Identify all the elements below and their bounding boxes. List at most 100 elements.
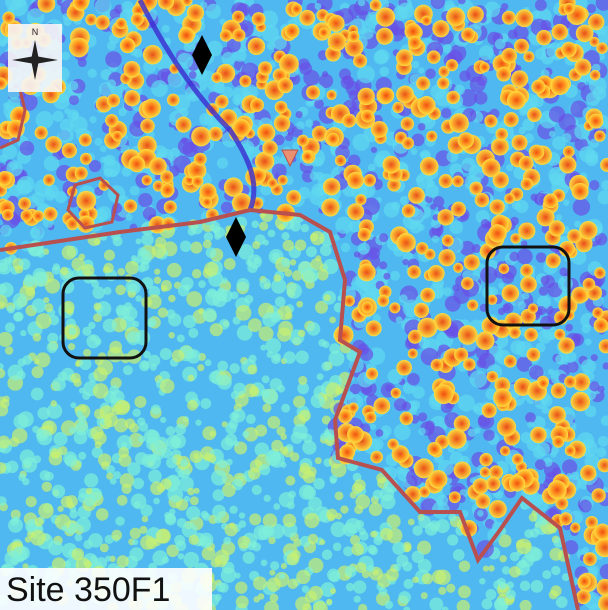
tree-crown — [187, 4, 204, 21]
tree-crown — [252, 12, 266, 26]
tree-crown — [419, 486, 430, 497]
understory — [441, 108, 451, 118]
open-canopy — [398, 591, 411, 604]
understory — [170, 148, 180, 158]
open-canopy — [115, 285, 125, 295]
open-canopy — [549, 590, 558, 599]
open-canopy — [154, 277, 161, 284]
tree-crown — [396, 233, 415, 252]
open-canopy — [235, 581, 247, 593]
open-canopy — [138, 435, 145, 442]
open-canopy — [118, 447, 129, 458]
understory — [495, 39, 506, 50]
open-canopy — [236, 305, 252, 321]
open-canopy — [190, 496, 199, 505]
open-canopy — [283, 240, 294, 251]
open-canopy — [216, 582, 226, 592]
open-canopy — [75, 422, 89, 436]
tree-crown — [438, 66, 449, 77]
open-canopy — [37, 430, 53, 446]
open-canopy — [210, 323, 223, 336]
tree-crown — [275, 101, 288, 114]
open-canopy — [152, 550, 167, 565]
understory — [335, 216, 352, 233]
tree-crown — [376, 8, 395, 27]
tree-crown — [550, 76, 569, 95]
tree-crown — [527, 348, 541, 362]
open-canopy — [214, 233, 221, 240]
tree-crown — [548, 406, 565, 423]
open-canopy — [93, 367, 107, 381]
open-canopy — [281, 404, 290, 413]
tree-crown — [45, 136, 62, 153]
open-canopy — [61, 525, 67, 531]
tree-crown — [426, 131, 437, 142]
open-canopy — [93, 383, 109, 399]
understory — [536, 442, 550, 456]
understory — [310, 172, 319, 181]
open-canopy — [326, 599, 332, 605]
tree-crown — [416, 76, 430, 90]
open-canopy — [277, 328, 291, 342]
tree-crown — [583, 552, 597, 566]
open-canopy — [166, 426, 176, 436]
open-canopy — [88, 322, 95, 329]
open-canopy — [52, 485, 65, 498]
understory — [70, 116, 87, 133]
open-canopy — [186, 506, 200, 520]
open-canopy — [161, 285, 168, 292]
open-canopy — [183, 315, 196, 328]
open-canopy — [104, 263, 114, 273]
open-canopy — [147, 294, 162, 309]
tree-crown — [499, 264, 510, 275]
understory — [549, 106, 565, 122]
open-canopy — [273, 503, 280, 510]
open-canopy — [412, 525, 422, 535]
tree-crown — [565, 445, 576, 456]
understory — [138, 193, 152, 207]
open-canopy — [125, 418, 136, 429]
tree-crown — [461, 28, 475, 42]
understory — [472, 244, 481, 253]
open-canopy — [303, 267, 319, 283]
open-canopy — [123, 365, 133, 375]
tree-crown — [496, 67, 511, 82]
tree-crown — [549, 220, 565, 236]
tree-crown — [502, 11, 516, 25]
open-canopy — [330, 477, 336, 483]
understory — [585, 153, 598, 166]
open-canopy — [13, 293, 27, 307]
tree-crown — [502, 285, 519, 302]
understory — [296, 121, 305, 130]
open-canopy — [113, 236, 123, 246]
tree-crown — [211, 72, 222, 83]
open-canopy — [48, 541, 63, 556]
open-canopy — [280, 462, 286, 468]
understory — [567, 361, 579, 373]
tree-crown — [278, 78, 294, 94]
tree-crown — [476, 331, 495, 350]
tree-crown — [396, 49, 413, 66]
tree-crown — [69, 37, 89, 57]
open-canopy — [315, 255, 321, 261]
open-canopy — [362, 570, 370, 578]
open-canopy — [212, 489, 224, 501]
open-canopy — [551, 566, 560, 575]
open-canopy — [103, 319, 117, 333]
tree-crown — [112, 131, 123, 142]
understory — [400, 196, 409, 205]
tree-crown — [321, 198, 339, 216]
understory — [0, 225, 12, 237]
open-canopy — [288, 579, 299, 590]
tree-crown — [75, 167, 88, 180]
open-canopy — [150, 364, 157, 371]
open-canopy — [229, 506, 237, 514]
open-canopy — [306, 246, 317, 257]
open-canopy — [267, 577, 281, 591]
open-canopy — [25, 536, 31, 542]
understory — [565, 324, 573, 332]
open-canopy — [403, 579, 413, 589]
open-canopy — [329, 343, 340, 354]
understory — [477, 510, 483, 516]
tree-crown — [414, 303, 429, 318]
